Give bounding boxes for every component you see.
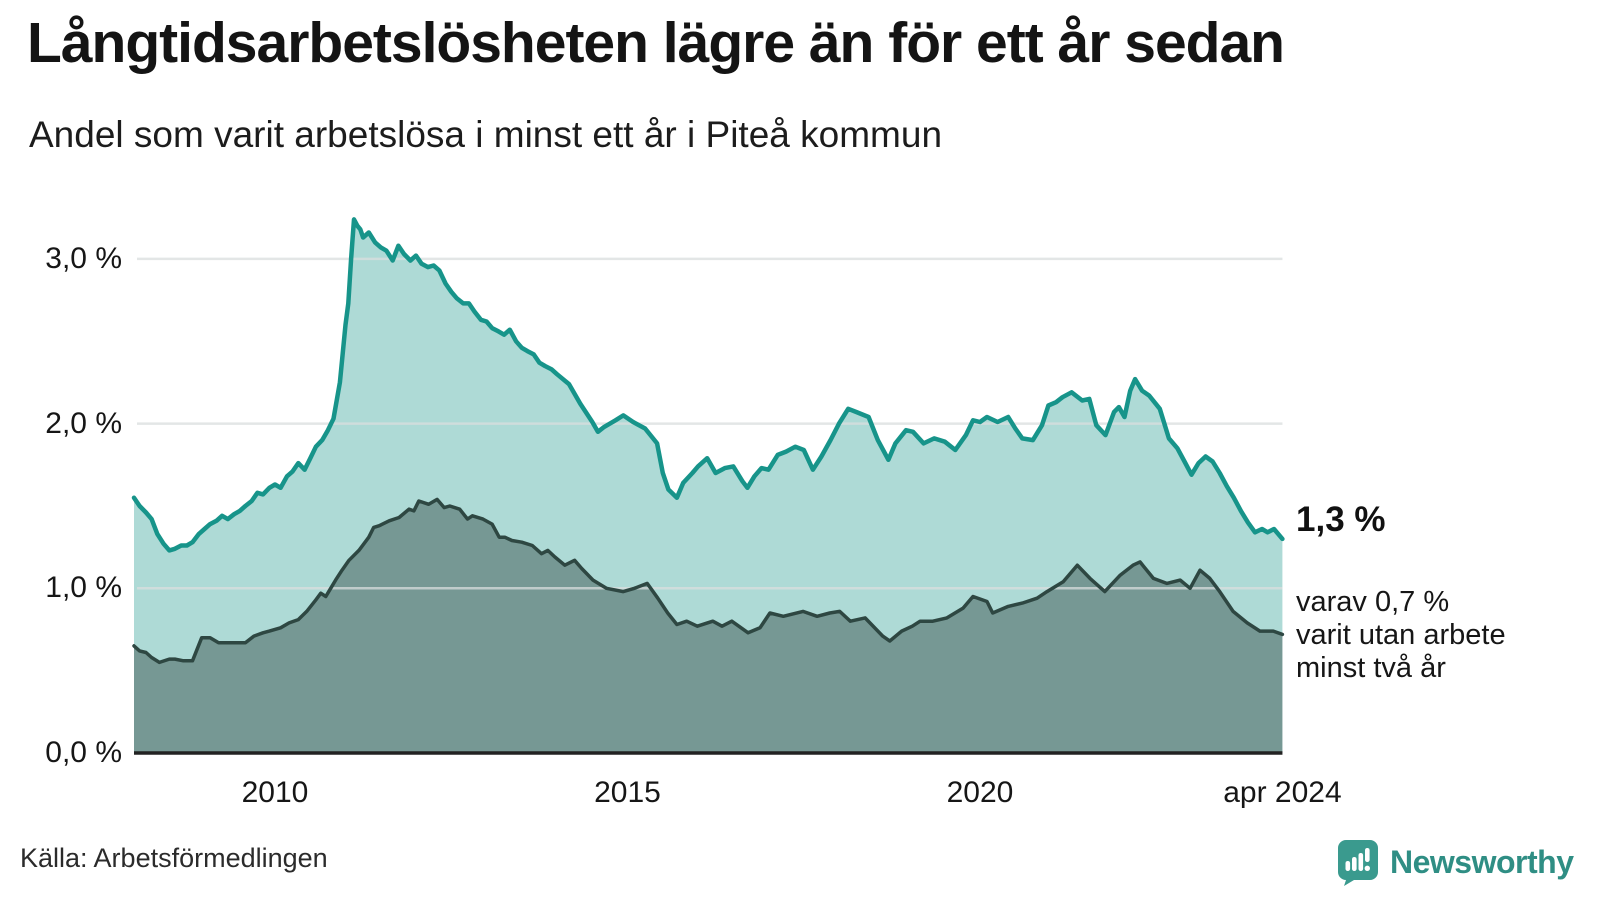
twoplus-annotation-line-1: varav 0,7 %: [1296, 586, 1450, 618]
y-tick-label-3: 3,0 %: [45, 241, 122, 275]
x-tick-label-2020: 2020: [946, 776, 1014, 809]
chart-title: Långtidsarbetslösheten lägre än för ett …: [27, 11, 1285, 75]
x-tick-label-2010: 2010: [241, 776, 309, 809]
total-line: [131, 217, 1285, 553]
newsworthy-icon: [1338, 840, 1378, 886]
chart-subtitle: Andel som varit arbetslösa i minst ett å…: [29, 114, 943, 155]
gridlines: [137, 257, 1283, 590]
twoplus-annotation-line-2: varit utan arbete: [1296, 619, 1506, 651]
twoplus-annotation: varav 0,7 % varit utan arbete minst två …: [1296, 586, 1506, 685]
source-note: Källa: Arbetsförmedlingen: [20, 843, 328, 873]
x-tick-label-apr-2024: apr 2024: [1223, 776, 1342, 809]
y-tick-label-0: 0,0 %: [45, 736, 122, 769]
y-tick-label-1: 1,0 %: [45, 571, 122, 605]
twoplus-area-fill: [134, 499, 1283, 753]
x-tick-label-2015: 2015: [594, 776, 661, 809]
total-end-value-label: 1,3 %: [1296, 500, 1386, 539]
twoplus-annotation-line-3: minst två år: [1296, 652, 1446, 684]
y-tick-label-2: 2,0 %: [45, 406, 122, 440]
newsworthy-icon-bars: [1345, 848, 1370, 871]
newsworthy-wordmark: Newsworthy: [1390, 843, 1574, 880]
total-area-fill: [134, 219, 1283, 753]
twoplus-line: [132, 497, 1285, 665]
newsworthy-logo: Newsworthy: [1336, 838, 1574, 886]
